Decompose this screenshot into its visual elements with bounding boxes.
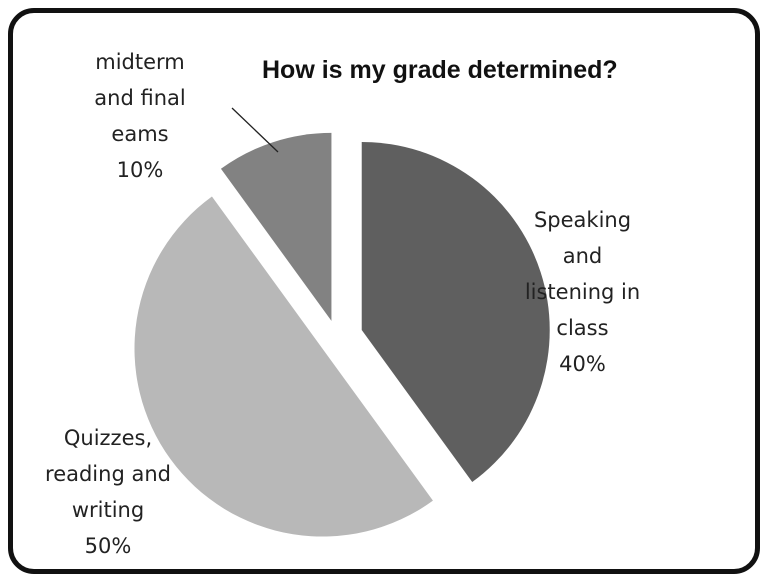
chart-title: How is my grade determined? — [262, 56, 618, 84]
slice-label-midterm: midterm and final eams 10% — [70, 44, 210, 188]
slice-label-line: Speaking — [533, 208, 632, 232]
slice-label-line: eams — [111, 122, 169, 146]
slice-label-line: Quizzes, — [63, 426, 153, 450]
slice-speaking — [361, 141, 550, 483]
slice-label-speaking: Speaking and listening in class 40% — [500, 202, 665, 382]
slice-midterm — [220, 132, 332, 321]
slice-percent: 50% — [84, 534, 132, 558]
slice-quizzes — [134, 196, 433, 537]
slice-label-line: writing — [71, 498, 145, 522]
slice-label-quizzes: Quizzes, reading and writing 50% — [28, 420, 188, 564]
slice-percent: 40% — [559, 352, 606, 376]
slice-label-line: midterm — [95, 50, 185, 74]
leader-line-midterm — [231, 107, 279, 153]
slice-label-line: listening in — [524, 280, 641, 304]
slice-percent: 10% — [116, 158, 164, 182]
slice-label-line: and final — [94, 86, 186, 110]
slice-label-line: class — [556, 316, 609, 340]
slice-label-line: reading and — [45, 462, 171, 486]
slice-label-line: and — [562, 244, 603, 268]
